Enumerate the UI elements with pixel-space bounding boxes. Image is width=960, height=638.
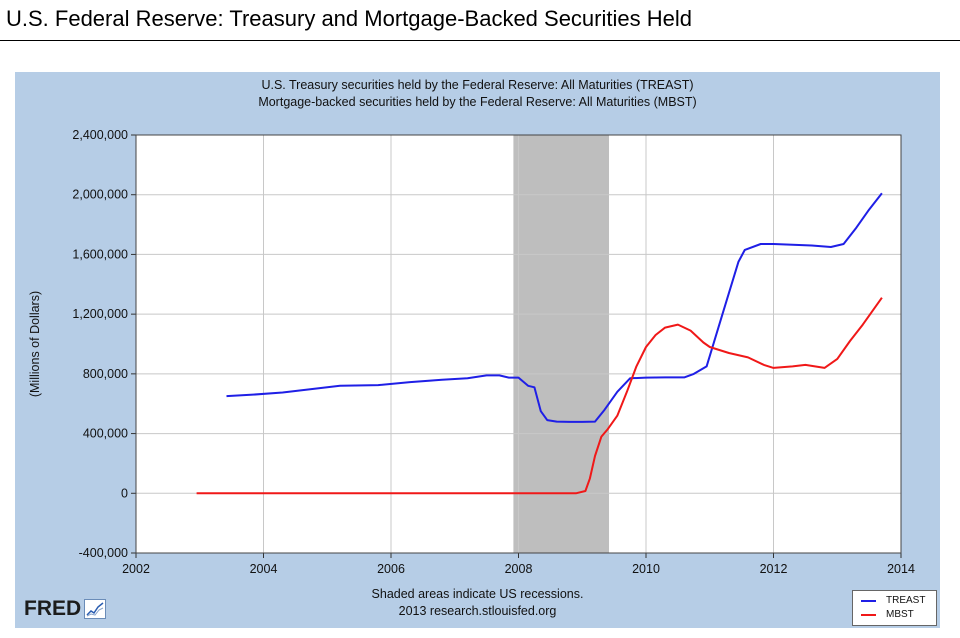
x-tick-label-6: 2014 bbox=[887, 562, 915, 576]
fred-graph-icon bbox=[84, 599, 107, 619]
y-axis-label: (Millions of Dollars) bbox=[28, 291, 42, 397]
fred-logo-text: FRED bbox=[24, 597, 82, 620]
legend-swatch-mbst bbox=[861, 613, 876, 616]
y-tick-label-7: 2,400,000 bbox=[72, 128, 128, 142]
x-tick-label-3: 2008 bbox=[505, 562, 533, 576]
chart-title-line-2: Mortgage-backed securities held by the F… bbox=[258, 95, 697, 109]
y-tick-label-3: 800,000 bbox=[83, 367, 128, 381]
x-tick-label-1: 2004 bbox=[250, 562, 278, 576]
x-tick-label-5: 2012 bbox=[760, 562, 788, 576]
plot-border bbox=[135, 134, 902, 554]
x-tick-label-0: 2002 bbox=[122, 562, 150, 576]
slide-title: U.S. Federal Reserve: Treasury and Mortg… bbox=[6, 6, 692, 31]
chart-title-line-1: U.S. Treasury securities held by the Fed… bbox=[261, 78, 694, 92]
x-tick-label-2: 2006 bbox=[377, 562, 405, 576]
y-tick-label-2: 400,000 bbox=[83, 427, 128, 441]
legend-label-treast: TREAST bbox=[886, 595, 926, 606]
source-note: 2013 research.stlouisfed.org bbox=[398, 604, 557, 618]
series-line-treast bbox=[226, 192, 883, 423]
y-tick-label-4: 1,200,000 bbox=[72, 307, 128, 321]
series-line-mbst bbox=[196, 297, 883, 495]
y-tick-label-1: 0 bbox=[121, 486, 128, 500]
y-tick-label-5: 1,600,000 bbox=[72, 247, 128, 261]
legend-swatch-treast bbox=[861, 599, 876, 602]
x-tick-label-4: 2010 bbox=[632, 562, 660, 576]
recession-note: Shaded areas indicate US recessions. bbox=[371, 587, 584, 601]
chart-legend: TREAST MBST bbox=[852, 590, 937, 626]
y-tick-label-0: -400,000 bbox=[79, 546, 128, 560]
fred-logo: FRED bbox=[24, 597, 107, 621]
recession-shade-0 bbox=[513, 135, 610, 553]
y-tick-label-6: 2,000,000 bbox=[72, 188, 128, 202]
chart-panel: U.S. Treasury securities held by the Fed… bbox=[15, 72, 940, 628]
title-divider bbox=[0, 40, 960, 41]
legend-item-treast: TREAST bbox=[861, 595, 925, 606]
legend-item-mbst: MBST bbox=[861, 609, 914, 620]
chart-plot: -400,000 0 400,000 800,000 1,200,000 1,600,00… bbox=[28, 128, 915, 576]
legend-label-mbst: MBST bbox=[886, 609, 914, 620]
